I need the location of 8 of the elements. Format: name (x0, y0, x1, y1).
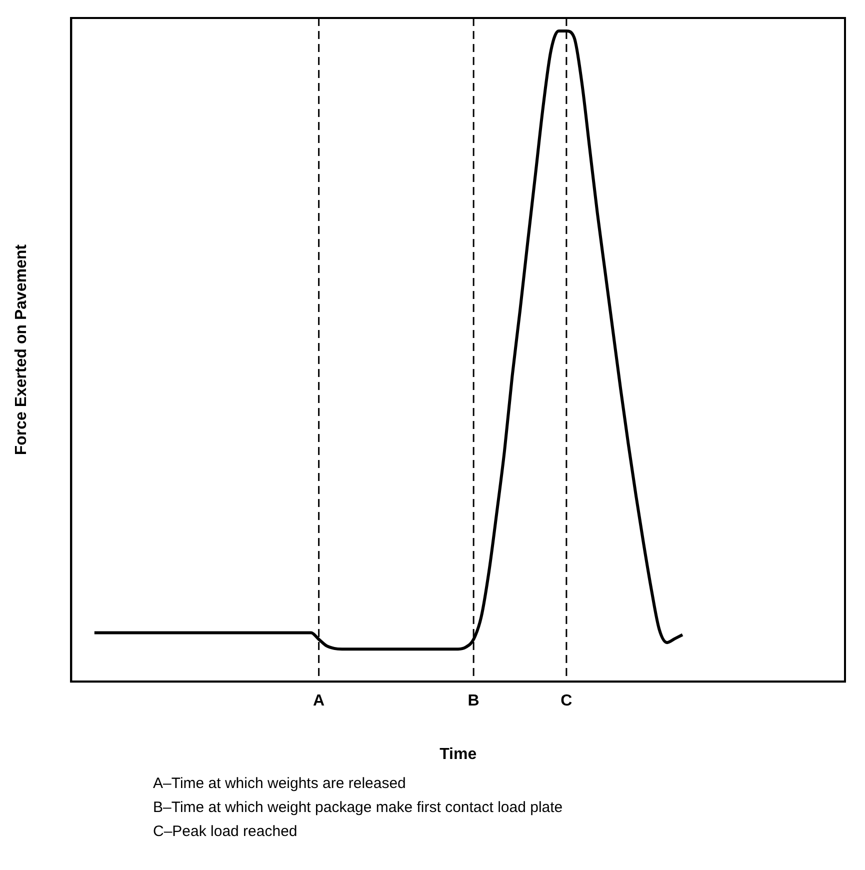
text: B–Time at which weight package make first contact load plate (153, 798, 564, 818)
x-tick-label: A (313, 692, 326, 710)
y-axis-title: Force Exerted on Pavement (13, 244, 30, 456)
x-axis-title: Time (440, 746, 477, 763)
text: C–Peak load reached (153, 822, 298, 842)
x-tick-label: C (560, 692, 573, 710)
x-tick-label: B (468, 692, 480, 710)
text: A–Time at which weights are released (153, 774, 407, 794)
